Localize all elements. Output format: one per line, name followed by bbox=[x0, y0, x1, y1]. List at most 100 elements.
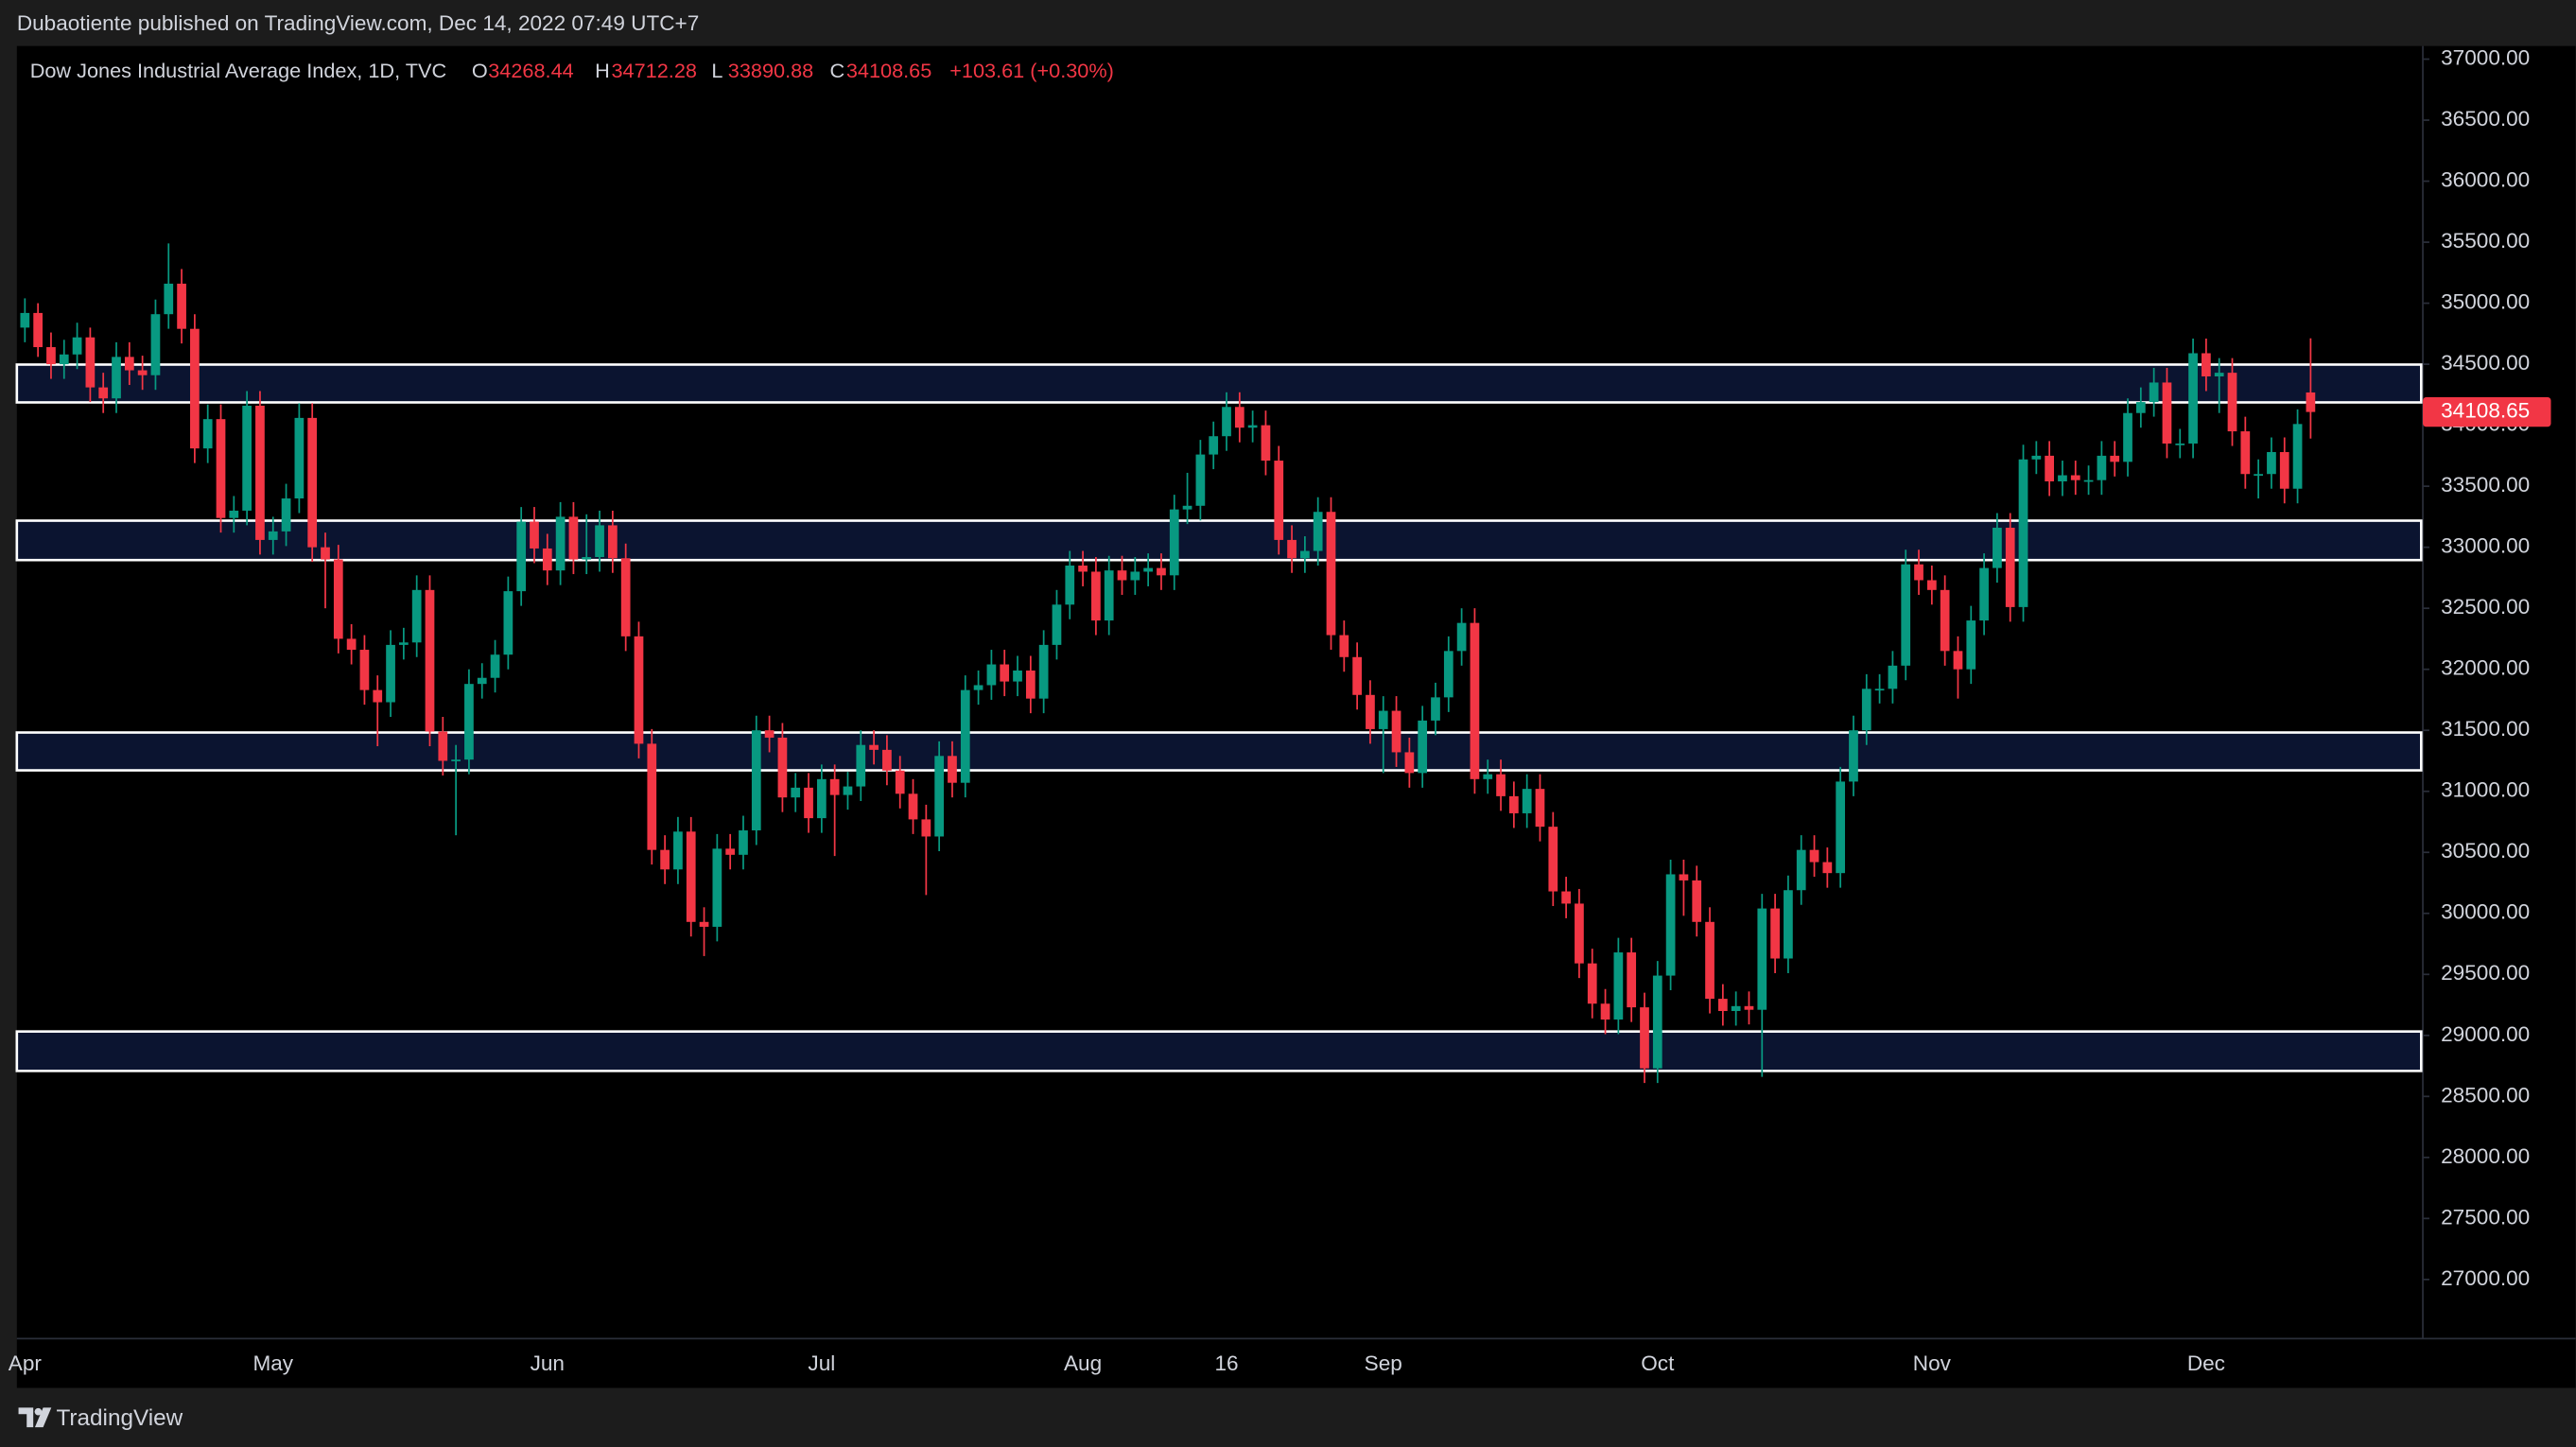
candle-body bbox=[1352, 656, 1362, 695]
candle-body bbox=[1366, 694, 1375, 729]
candle-body bbox=[1809, 849, 1819, 863]
candle-body bbox=[908, 793, 918, 820]
candle-body bbox=[1000, 664, 1010, 682]
y-tick-label: 32500.00 bbox=[2441, 595, 2530, 619]
y-tick-label: 30500.00 bbox=[2441, 839, 2530, 863]
candle-body bbox=[555, 516, 566, 571]
candle-body bbox=[2227, 373, 2237, 432]
candle-body bbox=[112, 357, 121, 399]
y-tick-label: 33000.00 bbox=[2441, 534, 2530, 558]
zone bbox=[15, 1030, 2423, 1072]
candle-body bbox=[1157, 567, 1166, 576]
candle-body bbox=[1548, 827, 1558, 892]
candle-body bbox=[2175, 443, 2185, 445]
last-price-box bbox=[2423, 396, 2551, 427]
candle-body bbox=[986, 664, 997, 686]
candle-body bbox=[634, 636, 644, 744]
candle-body bbox=[411, 589, 422, 643]
candle-body bbox=[1784, 890, 1793, 959]
candle-body bbox=[2188, 353, 2198, 444]
candle-body bbox=[1652, 975, 1662, 1069]
candle-body bbox=[2018, 459, 2028, 607]
candle-body bbox=[2045, 455, 2055, 481]
candle-body bbox=[804, 787, 813, 819]
candle-body bbox=[1143, 567, 1153, 572]
candle-body bbox=[268, 531, 278, 540]
candle-body bbox=[1640, 1007, 1649, 1069]
candle-body bbox=[1940, 589, 1950, 652]
y-tick-label: 28000.00 bbox=[2441, 1144, 2530, 1168]
candle-body bbox=[673, 831, 683, 870]
candle-body bbox=[321, 547, 330, 560]
x-tick-label: Nov bbox=[1913, 1351, 1952, 1375]
candle-body bbox=[530, 521, 539, 549]
candle-body bbox=[1888, 665, 1898, 689]
candle-body bbox=[777, 737, 788, 798]
candle-body bbox=[1391, 710, 1401, 753]
candle-body bbox=[960, 689, 970, 783]
candle-body bbox=[1025, 670, 1036, 699]
candle-body bbox=[503, 591, 513, 655]
candle-body bbox=[686, 831, 696, 922]
y-tick-label: 28500.00 bbox=[2441, 1083, 2530, 1107]
candle-body bbox=[1117, 570, 1127, 581]
candle-body bbox=[2214, 373, 2224, 377]
candle-body bbox=[829, 778, 840, 795]
candle-body bbox=[1914, 564, 1923, 581]
candle-body bbox=[1822, 862, 1833, 874]
x-tick-label: Apr bbox=[9, 1351, 43, 1375]
y-tick-label: 30000.00 bbox=[2441, 900, 2530, 924]
candle-body bbox=[333, 559, 343, 639]
candle-body bbox=[516, 521, 527, 592]
candle-body bbox=[1600, 1003, 1610, 1020]
candle-body bbox=[1613, 952, 1624, 1020]
candle-body bbox=[647, 743, 657, 850]
zone bbox=[15, 363, 2423, 404]
ohlc-value: 34712.28 bbox=[611, 59, 696, 82]
logo-slash bbox=[34, 1407, 52, 1428]
candle-body bbox=[2149, 382, 2159, 403]
candle-body bbox=[294, 417, 305, 499]
candle-body bbox=[2031, 455, 2042, 460]
candle-body bbox=[1757, 908, 1767, 1010]
candle-body bbox=[2240, 431, 2251, 475]
y-tick-label: 36000.00 bbox=[2441, 168, 2530, 192]
zone bbox=[15, 731, 2423, 772]
x-tick-label: Oct bbox=[1641, 1351, 1675, 1375]
y-tick-label: 31000.00 bbox=[2441, 778, 2530, 802]
candle-body bbox=[660, 849, 670, 870]
y-tick-label: 27000.00 bbox=[2441, 1266, 2530, 1290]
candle-body bbox=[973, 685, 983, 690]
y-tick-label: 35000.00 bbox=[2441, 290, 2530, 314]
candle-body bbox=[1404, 752, 1415, 774]
candle-body bbox=[1874, 689, 1885, 691]
candle-body bbox=[1378, 710, 1388, 729]
candle-body bbox=[33, 312, 44, 348]
candle-body bbox=[843, 786, 853, 795]
candle-body bbox=[399, 642, 409, 645]
candle-body bbox=[1861, 689, 1871, 731]
candle-body bbox=[137, 370, 148, 375]
x-tick-label: Aug bbox=[1064, 1351, 1102, 1375]
candle-body bbox=[1966, 620, 1976, 670]
ohlc-key: O bbox=[472, 59, 488, 82]
candle-body bbox=[386, 644, 395, 703]
ohlc-key: H bbox=[595, 59, 610, 82]
candle-body bbox=[1104, 570, 1114, 621]
candle-body bbox=[1261, 425, 1271, 462]
y-tick-label: 33500.00 bbox=[2441, 473, 2530, 497]
y-tick-label: 36500.00 bbox=[2441, 107, 2530, 131]
candle-body bbox=[1326, 512, 1336, 636]
candle-body bbox=[1901, 564, 1911, 666]
candle-body bbox=[882, 749, 892, 771]
candle-body bbox=[1247, 425, 1258, 428]
candle-body bbox=[2306, 392, 2316, 412]
candle-body bbox=[921, 819, 931, 837]
candle-body bbox=[1679, 874, 1689, 880]
candle-body bbox=[59, 354, 69, 365]
candle-body bbox=[1300, 550, 1310, 559]
candle-body bbox=[1979, 567, 1989, 621]
candle-body bbox=[1418, 720, 1428, 774]
y-tick-label: 35500.00 bbox=[2441, 229, 2530, 253]
logo-mark bbox=[18, 1407, 34, 1428]
